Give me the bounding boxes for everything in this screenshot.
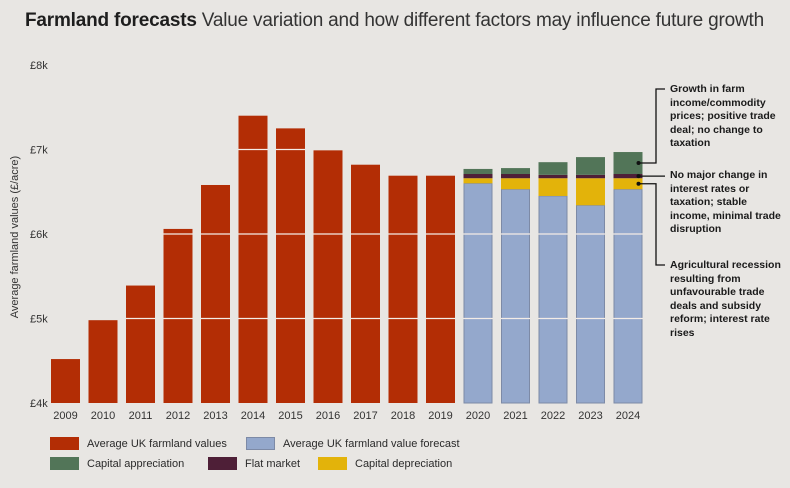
- x-tick-label: 2022: [541, 410, 565, 422]
- bar-historic-2012: [163, 228, 193, 403]
- annotation-flat: No major change in interest rates or tax…: [670, 169, 781, 235]
- x-tick-label: 2015: [278, 410, 302, 422]
- legend-label: Average UK farmland value forecast: [283, 438, 460, 450]
- bar-forecast-2022: [538, 195, 568, 404]
- x-tick-label: 2013: [203, 410, 227, 422]
- legend-label: Capital depreciation: [355, 458, 453, 470]
- segment-flat-2021: [501, 174, 530, 179]
- bar-historic-2016: [313, 150, 343, 403]
- x-axis: 2009 2010 2011 2012 2013 2014 2015 2016 2017 2018…: [53, 410, 640, 422]
- legend-swatch-flat: [208, 457, 237, 470]
- title-bold: Farmland forecasts: [25, 10, 197, 31]
- x-tick-label: 2014: [241, 410, 265, 422]
- bar-historic-2015: [276, 128, 305, 403]
- legend-label: Capital appreciation: [87, 458, 185, 470]
- segment-depreciation-2023: [576, 178, 605, 206]
- x-tick-label: 2017: [353, 410, 377, 422]
- x-tick-label: 2024: [616, 410, 640, 422]
- legend-label: Average UK farmland values: [87, 438, 227, 450]
- legend-swatch-depreciation: [318, 457, 347, 470]
- legend-swatch-appreciation: [50, 457, 79, 470]
- connector-appreciation: [638, 88, 665, 164]
- x-tick-label: 2009: [53, 410, 77, 422]
- x-tick-label: 2012: [166, 410, 190, 422]
- legend-label: Flat market: [245, 458, 301, 470]
- connector-dot: [636, 174, 641, 179]
- annotation-connectors: [636, 88, 665, 266]
- bar-historic-2017: [351, 164, 380, 403]
- segment-flat-2020: [463, 174, 493, 179]
- segment-depreciation-2024: [613, 178, 643, 190]
- legend-swatch-forecast: [246, 437, 275, 450]
- annotation-appreciation: Growth in farm income/commodity prices; …: [670, 83, 776, 149]
- segment-appreciation-2020: [463, 168, 493, 175]
- bar-historic-2011: [126, 285, 155, 403]
- bar-forecast-2024: [613, 188, 643, 404]
- x-tick-label: 2011: [129, 410, 153, 422]
- y-tick-label: £4k: [30, 398, 48, 410]
- connector-depreciation: [638, 183, 665, 266]
- y-tick-label: £6k: [30, 229, 48, 241]
- x-tick-label: 2016: [316, 410, 340, 422]
- bar-forecast-2020: [463, 182, 493, 404]
- x-tick-label: 2010: [91, 410, 115, 422]
- segment-appreciation-2021: [501, 168, 530, 175]
- annotation-depreciation: Agricultural recession resulting from un…: [670, 259, 781, 339]
- segment-appreciation-2024: [613, 152, 643, 175]
- legend-swatch-historic: [50, 437, 79, 450]
- bar-forecast-2021: [501, 188, 530, 404]
- gridlines: [126, 148, 643, 320]
- title-subtitle: Value variation and how different factor…: [201, 10, 764, 31]
- x-tick-label: 2020: [466, 410, 490, 422]
- bar-historic-2010: [88, 320, 118, 403]
- bar-historic-2013: [201, 184, 230, 403]
- y-tick-label: £8k: [30, 60, 48, 72]
- bar-historic-2019: [426, 175, 455, 403]
- segment-depreciation-2020: [463, 178, 493, 184]
- y-tick-label: £7k: [30, 145, 48, 157]
- segment-flat-2023: [576, 174, 605, 179]
- bars: [51, 115, 643, 404]
- y-tick-label: £5k: [30, 314, 48, 326]
- x-tick-label: 2023: [578, 410, 602, 422]
- segment-flat-2022: [538, 174, 568, 179]
- bar-historic-2014: [238, 115, 268, 403]
- connector-dot: [636, 181, 641, 186]
- y-axis-label: Average farmland values (£/acre): [9, 156, 21, 318]
- bar-forecast-2023: [576, 204, 605, 404]
- segment-appreciation-2022: [538, 162, 568, 175]
- bar-historic-2009: [51, 359, 80, 403]
- bar-historic-2018: [388, 175, 418, 403]
- x-tick-label: 2018: [391, 410, 415, 422]
- chart-title: Farmland forecasts Value variation and h…: [25, 10, 764, 32]
- segment-appreciation-2023: [576, 157, 605, 175]
- segment-depreciation-2022: [538, 178, 568, 196]
- x-tick-label: 2021: [503, 410, 527, 422]
- segment-depreciation-2021: [501, 178, 530, 190]
- x-tick-label: 2019: [428, 410, 452, 422]
- segment-flat-2024: [613, 174, 643, 179]
- connector-dot: [636, 161, 641, 166]
- y-axis: £4k £5k £6k £7k £8k: [30, 60, 48, 410]
